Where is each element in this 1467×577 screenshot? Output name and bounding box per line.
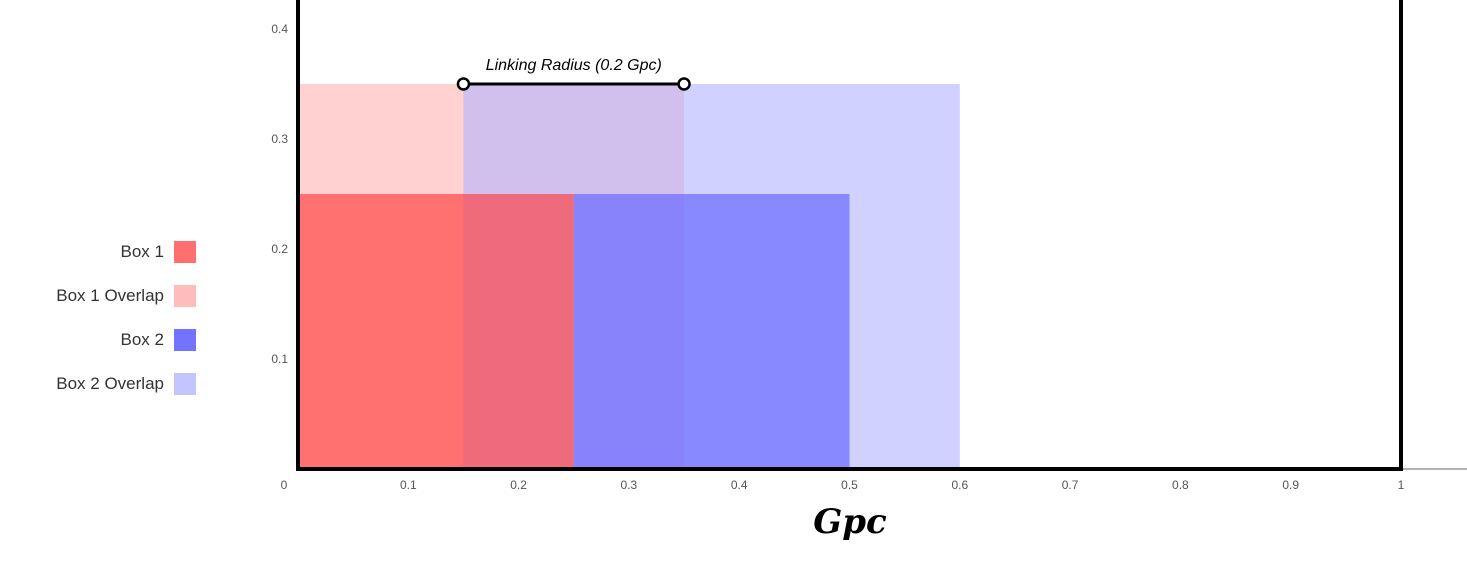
legend-label: Box 2 Overlap: [56, 374, 164, 393]
ticks-layer: 0 0.1 0.2 0.3 0.4 0.5 0.6 0.7 0.8 0.9 1 0.1 0.2 0.3 0.…: [271, 22, 1404, 492]
legend-item-box-2[interactable]: Box 2: [121, 328, 196, 352]
legend-label: Box 2: [120, 330, 164, 349]
x-tick-label: 0.7: [1062, 478, 1079, 492]
linking-radius-start-handle[interactable]: [456, 77, 471, 91]
x-tick-label: 0.2: [510, 478, 527, 492]
x-tick-label: 0.4: [731, 478, 748, 492]
region-box-1: [298, 194, 574, 469]
y-tick-label: 0.1: [271, 352, 288, 366]
x-tick-label: 1: [1398, 478, 1405, 492]
plot-frame: [296, 0, 1467, 471]
legend-swatch: [174, 285, 196, 307]
linking-radius-annotation: Linking Radius (0.2 Gpc): [456, 57, 691, 91]
x-tick-label: 0.1: [400, 478, 417, 492]
legend-swatch: [174, 241, 196, 263]
x-tick-label: 0.5: [841, 478, 858, 492]
y-tick-label: 0.2: [271, 242, 288, 256]
region-box-2: [573, 194, 850, 469]
legend-swatch: [174, 329, 196, 351]
y-tick-label: 0.4: [271, 22, 288, 36]
x-tick-label: 0.8: [1172, 478, 1189, 492]
regions-layer: [298, 84, 960, 469]
x-tick-label: 0.6: [951, 478, 968, 492]
x-tick-label: 0: [281, 478, 288, 492]
legend-label: Box 1: [120, 242, 164, 261]
legend-label: Box 1 Overlap: [56, 286, 164, 305]
legend-item-box-2-overlap[interactable]: Box 2 Overlap: [56, 372, 196, 396]
linking-radius-end-handle[interactable]: [677, 77, 691, 91]
legend-item-box-1-overlap[interactable]: Box 1 Overlap: [56, 284, 196, 308]
x-axis-label: Gpc: [813, 502, 887, 542]
legend-swatch: [174, 373, 196, 395]
y-tick-label: 0.3: [271, 132, 288, 146]
legend-item-box-1[interactable]: Box 1: [121, 240, 196, 264]
x-tick-label: 0.9: [1282, 478, 1299, 492]
linking-radius-label: Linking Radius (0.2 Gpc): [486, 57, 662, 74]
x-tick-label: 0.3: [621, 478, 638, 492]
